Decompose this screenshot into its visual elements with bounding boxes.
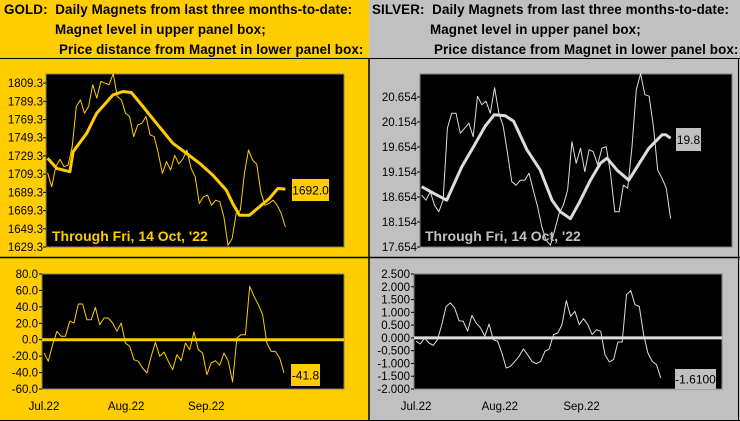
y-tick-label: 19.654 (382, 142, 418, 154)
gold-title-line-2: Magnet level in upper panel box; (55, 22, 266, 37)
gold-upper-magnet-line (46, 90, 286, 217)
silver-lower-plot-area (413, 273, 723, 390)
silver-upper-magnet-line (420, 113, 672, 221)
y-tick-label: 0.0 (22, 335, 38, 347)
gold-title-line-1: GOLD: Daily Magnets from last three mont… (4, 2, 353, 17)
y-tick-label: 19.154 (382, 167, 418, 179)
y-tick-label: -40.0 (12, 368, 38, 380)
gold-title-line-3: Price distance from Magnet in lower pane… (59, 42, 364, 57)
gold-lower-chart: -60.0 -40.0 -20.0 0.0 20.0 40.0 60.0 80.0 Jul.22… (12, 269, 345, 413)
silver-title-line-3: Price distance from Magnet in lower pane… (434, 42, 739, 57)
through-date-label: Through Fri, 14 Oct, '22 (425, 228, 581, 244)
silver-title-line-1: SILVER: Daily Magnets from last three mo… (372, 2, 730, 17)
y-tick-label: -1.500 (377, 371, 410, 383)
y-tick-label: -1.000 (377, 358, 410, 370)
y-tick-label: -0.500 (377, 346, 410, 358)
y-tick-label: 1709.3 (8, 169, 43, 181)
silver-lower-chart: -2.000-1.500-1.000-0.5000.0000.5001.0001… (377, 269, 723, 413)
y-tick-label: 0.000 (381, 333, 410, 345)
y-tick-label: 1629.3 (8, 242, 43, 254)
value-label: 1692.0 (292, 184, 329, 198)
x-tick-label: Jul.22 (401, 401, 432, 413)
x-tick-label: Aug.22 (482, 401, 518, 413)
y-tick-label: 1.500 (381, 295, 410, 307)
y-tick-label: 0.500 (381, 320, 410, 332)
y-tick-label: 20.154 (382, 117, 418, 129)
x-tick-label: Sep.22 (188, 401, 224, 413)
y-tick-label: -60.0 (12, 384, 38, 396)
y-tick-label: 1729.3 (8, 151, 43, 163)
y-tick-label: 1669.3 (8, 206, 43, 218)
silver-title-line-2: Magnet level in upper panel box; (430, 22, 641, 37)
y-tick-label: 60.0 (16, 285, 38, 297)
y-tick-label: -2.000 (377, 384, 410, 396)
y-tick-label: 17.654 (382, 242, 418, 254)
y-tick-label: -20.0 (12, 351, 38, 363)
value-label-box (292, 179, 329, 201)
x-tick-label: Aug.22 (108, 401, 144, 413)
silver-upper-price-line (421, 73, 672, 246)
y-tick-label: 40.0 (16, 302, 38, 314)
y-tick-label: 2.000 (381, 282, 410, 294)
y-tick-label: 18.654 (382, 192, 418, 204)
y-tick-label: 1649.3 (8, 224, 43, 236)
value-label-box (676, 128, 701, 151)
value-label: 19.8 (677, 133, 701, 147)
y-tick-label: 18.154 (382, 217, 418, 229)
gold-upper-chart: 1629.3 1649.3 1669.3 1689.3 1709.3 1729.3 1749… (8, 73, 345, 254)
y-tick-label: 1769.3 (8, 115, 43, 127)
y-tick-label: 1.000 (381, 307, 410, 319)
silver-lower-distance-line (415, 290, 662, 379)
value-label: -41.8 (292, 369, 320, 383)
y-tick-label: 20.654 (382, 92, 418, 104)
silver-upper-chart: 17.654 18.154 18.654 19.154 19.654 20.154 20.6… (382, 73, 733, 254)
through-date-label: Through Fri, 14 Oct, '22 (52, 228, 208, 244)
value-label-box (291, 364, 320, 386)
y-tick-label: 80.0 (16, 269, 38, 281)
y-tick-label: 2.500 (381, 269, 410, 281)
x-tick-label: Sep.22 (563, 401, 599, 413)
gold-lower-distance-line (43, 285, 285, 383)
x-tick-label: Jul.22 (29, 401, 60, 413)
y-tick-label: 1809.3 (8, 78, 43, 90)
y-tick-label: 20.0 (16, 318, 38, 330)
y-tick-label: 1689.3 (8, 187, 43, 199)
y-tick-label: 1749.3 (8, 133, 43, 145)
value-label-box (675, 369, 716, 389)
value-label: -1.6100 (675, 373, 716, 387)
y-tick-label: 1789.3 (8, 96, 43, 108)
gold-upper-price-line (47, 73, 286, 246)
